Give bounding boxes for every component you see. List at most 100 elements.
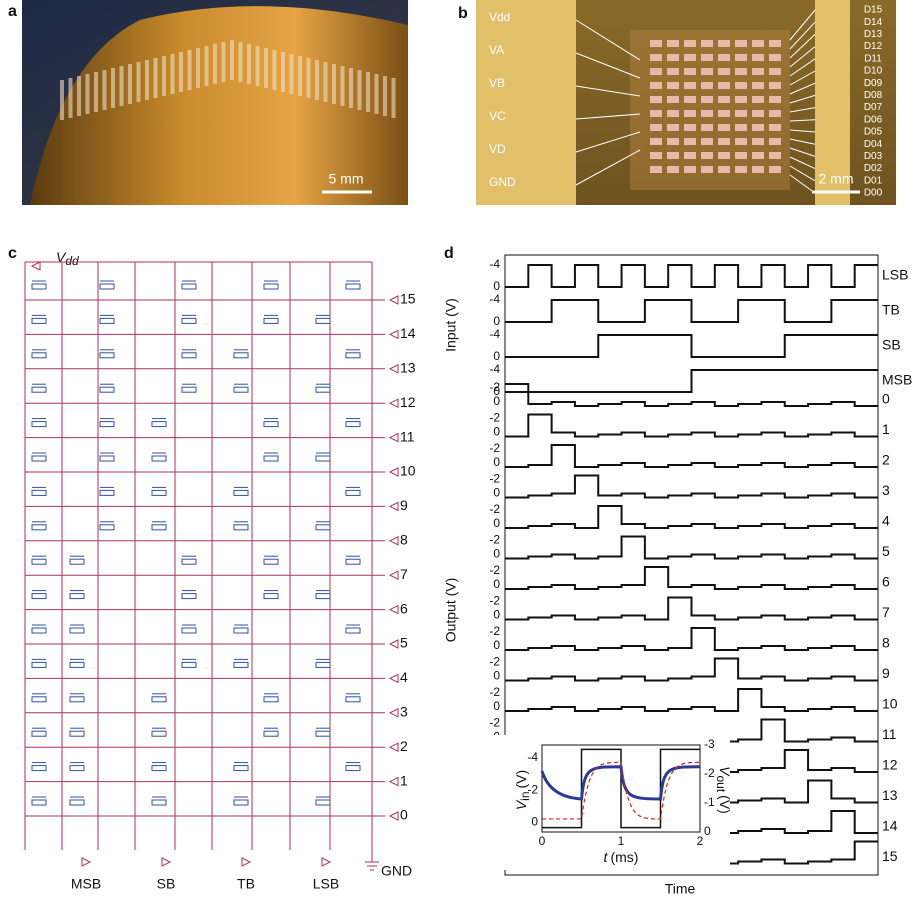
scale-label: 2 mm [819,171,854,187]
transistor [100,353,114,358]
transistor [32,422,46,427]
transistor [346,353,360,358]
transistor [701,138,713,145]
tick-label: -4 [489,327,500,341]
pad [315,60,319,100]
transistor [152,731,166,736]
transistor [752,166,764,173]
transistor [234,525,248,530]
channel-label: 14 [882,818,898,834]
trace [505,476,878,498]
transistor [152,422,166,427]
channel-label: LSB [882,267,908,283]
output-label: 2 [400,738,408,754]
channel-label: 3 [882,482,890,498]
transistor [264,456,278,461]
output-terminal [390,399,398,407]
pad [298,56,302,96]
trace [505,567,878,589]
transistor [32,559,46,564]
transistor [100,422,114,427]
panel-a: a 5 mm [8,0,408,205]
transistor [718,40,730,47]
tick-label: 0 [493,349,500,363]
pad [349,68,353,108]
transistor [32,800,46,805]
tick-label: 2 [697,834,704,848]
output-label: 9 [400,497,408,513]
pad [137,62,141,102]
pad-label: D04 [864,139,883,150]
pad-label: D02 [864,163,883,174]
pad [111,68,115,108]
transistor [234,387,248,392]
output-label: 11 [400,428,415,444]
transistor [718,166,730,173]
tick-label: 0 [493,455,500,469]
transistor [152,697,166,702]
transistor [70,731,84,736]
transistor [70,594,84,599]
transistor [735,96,747,103]
tick-label: 0 [493,516,500,530]
transistor [735,110,747,117]
transistor [182,559,196,564]
input-label: TB [237,876,255,892]
output-label: 12 [400,394,416,410]
tick-label: 0 [493,314,500,328]
output-terminal [390,365,398,373]
channel-label: 6 [882,574,890,590]
transistor [667,54,679,61]
trace [505,415,878,437]
trace [505,506,878,528]
pad [247,44,251,84]
transistor [234,800,248,805]
output-label: 3 [400,704,408,720]
transistor [182,387,196,392]
pad [179,52,183,92]
transistor [32,353,46,358]
pad [69,78,73,118]
tick-label: -2 [489,533,500,547]
transistor [701,40,713,47]
output-terminal [390,743,398,751]
transistor [667,138,679,145]
transistor [264,594,278,599]
output-label: 14 [400,325,416,341]
pad [213,44,217,84]
tick-label: -4 [527,750,538,764]
transistor [769,54,781,61]
transistor [100,387,114,392]
pad [273,50,277,90]
tick-label: -4 [489,257,500,271]
transistor [346,697,360,702]
pad [60,80,64,120]
trace [505,659,878,681]
transistor [667,96,679,103]
transistor [70,628,84,633]
transistor [264,284,278,289]
output-label: 15 [400,291,416,307]
transistor [234,766,248,771]
transistor [316,800,330,805]
channel-label: 12 [882,757,898,773]
tick-label: 0 [493,279,500,293]
trace [505,689,878,711]
transistor [752,40,764,47]
transistor [667,166,679,173]
transistor [752,110,764,117]
tick-label: -2 [489,472,500,486]
transistor [346,628,360,633]
pad-label: D08 [864,90,883,101]
transistor [264,731,278,736]
transistor [346,490,360,495]
transistor [32,662,46,667]
transistor [684,40,696,47]
scale-label: 5 mm [329,171,364,187]
transistor [769,124,781,131]
transistor [752,124,764,131]
transistor [667,124,679,131]
pad-label: GND [489,175,516,189]
transistor [346,766,360,771]
trace [505,598,878,620]
